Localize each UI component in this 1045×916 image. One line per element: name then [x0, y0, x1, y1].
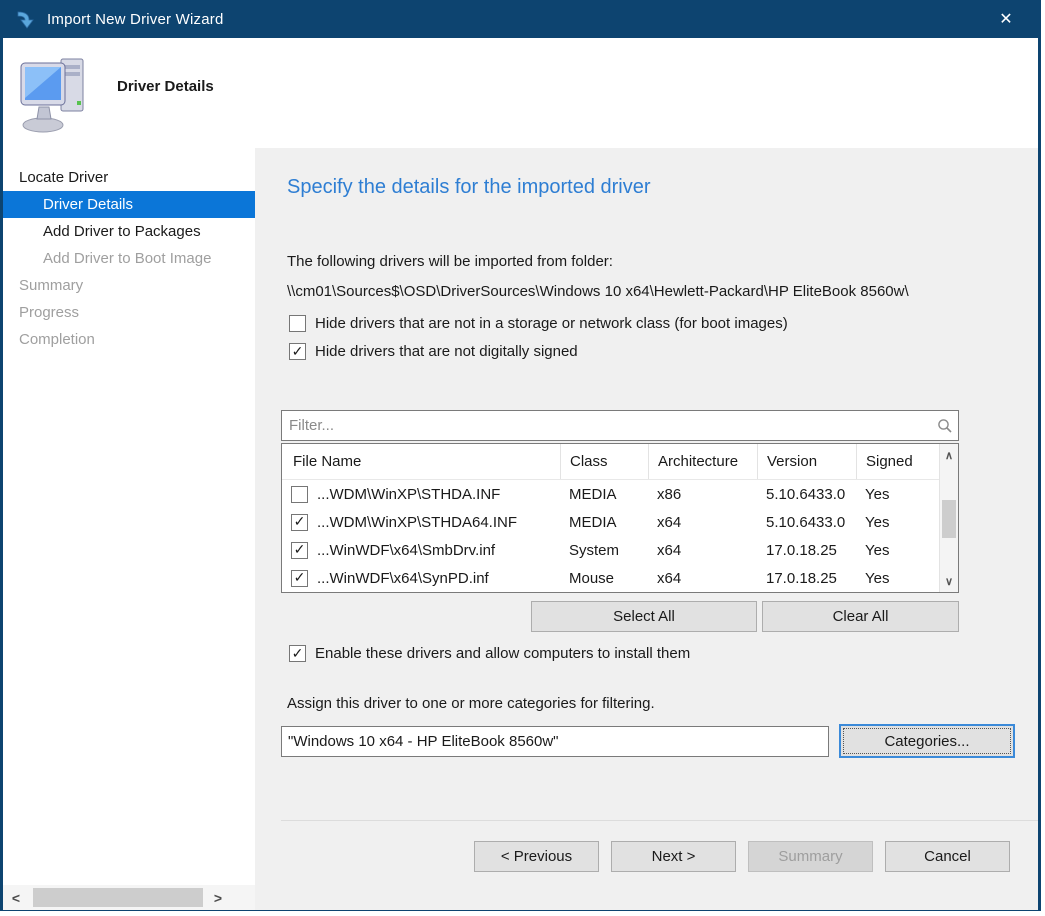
row-checkbox[interactable]	[291, 541, 308, 559]
search-icon	[932, 418, 958, 434]
column-header-file-name[interactable]: File Name	[293, 453, 362, 470]
driver-list-header: File Name Class Architecture Version Sig…	[282, 444, 939, 480]
cancel-button[interactable]: Cancel	[885, 841, 1010, 872]
hide-storage-network-checkbox-row[interactable]: Hide drivers that are not in a storage o…	[289, 315, 1038, 332]
class-cell: System	[569, 541, 620, 559]
scroll-down-icon[interactable]: ∨	[944, 575, 954, 588]
file-name-cell: ...WDM\WinXP\STHDA64.INF	[317, 513, 518, 531]
driver-details-panel: Specify the details for the imported dri…	[255, 148, 1038, 910]
previous-button[interactable]: < Previous	[474, 841, 599, 872]
sidebar-item-add-driver-to-boot-image: Add Driver to Boot Image	[43, 250, 212, 267]
hide-storage-network-checkbox[interactable]	[289, 315, 306, 332]
enable-drivers-checkbox-row[interactable]: Enable these drivers and allow computers…	[289, 645, 1038, 662]
assign-categories-label: Assign this driver to one or more catego…	[287, 695, 655, 712]
scrollbar-thumb[interactable]	[942, 500, 956, 538]
file-name-cell: ...WinWDF\x64\SmbDrv.inf	[317, 541, 496, 559]
signed-cell: Yes	[865, 569, 890, 587]
column-header-signed[interactable]: Signed	[856, 444, 939, 479]
scroll-right-icon[interactable]: >	[213, 889, 223, 906]
select-all-button[interactable]: Select All	[531, 601, 757, 632]
hide-unsigned-checkbox-row[interactable]: Hide drivers that are not digitally sign…	[289, 343, 1038, 360]
sidebar-item-summary: Summary	[19, 277, 84, 294]
window-title: Import New Driver Wizard	[47, 10, 224, 28]
hide-unsigned-label: Hide drivers that are not digitally sign…	[315, 343, 578, 360]
import-driver-wizard-icon	[17, 11, 34, 29]
sidebar-item-add-driver-to-packages[interactable]: Add Driver to Packages	[43, 223, 201, 240]
sidebar-horizontal-scrollbar[interactable]: < >	[3, 885, 255, 910]
categories-button[interactable]: Categories...	[839, 724, 1015, 758]
driver-row[interactable]: ...WinWDF\x64\SmbDrv.inf System x64 17.0…	[282, 536, 939, 564]
next-button[interactable]: Next >	[611, 841, 736, 872]
signed-cell: Yes	[865, 513, 890, 531]
driver-row[interactable]: ...WinWDF\x64\SynPD.inf Mouse x64 17.0.1…	[282, 564, 939, 592]
file-name-cell: ...WDM\WinXP\STHDA.INF	[317, 485, 501, 503]
import-folder-intro: The following drivers will be imported f…	[287, 253, 613, 270]
close-icon[interactable]: ✕	[999, 11, 1013, 28]
class-cell: Mouse	[569, 569, 615, 587]
scroll-up-icon[interactable]: ∧	[944, 449, 954, 462]
signed-cell: Yes	[865, 485, 890, 503]
architecture-cell: x64	[657, 541, 682, 559]
hide-storage-network-label: Hide drivers that are not in a storage o…	[315, 315, 788, 332]
summary-button: Summary	[748, 841, 873, 872]
row-checkbox[interactable]	[291, 485, 308, 503]
wizard-header: Driver Details	[3, 38, 1038, 148]
driver-filter-box	[281, 410, 959, 441]
sidebar-item-completion: Completion	[19, 331, 95, 348]
title-bar: Import New Driver Wizard ✕	[3, 0, 1038, 38]
architecture-cell: x64	[657, 569, 682, 587]
enable-drivers-label: Enable these drivers and allow computers…	[315, 645, 691, 662]
version-cell: 17.0.18.25	[766, 541, 837, 559]
wizard-step-sidebar: Locate Driver Driver Details Add Driver …	[3, 148, 255, 910]
class-cell: MEDIA	[569, 513, 617, 531]
hide-unsigned-checkbox[interactable]	[289, 343, 306, 360]
driver-row[interactable]: ...WDM\WinXP\STHDA.INF MEDIA x86 5.10.64…	[282, 480, 939, 508]
clear-all-button[interactable]: Clear All	[762, 601, 959, 632]
filter-input[interactable]	[282, 417, 932, 434]
category-input[interactable]	[281, 725, 829, 757]
column-header-architecture[interactable]: Architecture	[648, 444, 757, 479]
sidebar-item-progress: Progress	[19, 304, 80, 321]
wizard-footer: < Previous Next > Summary Cancel	[281, 820, 1038, 910]
content-heading: Specify the details for the imported dri…	[287, 176, 651, 198]
version-cell: 5.10.6433.0	[766, 513, 846, 531]
file-name-cell: ...WinWDF\x64\SynPD.inf	[317, 569, 489, 587]
column-header-version[interactable]: Version	[757, 444, 856, 479]
scroll-left-icon[interactable]: <	[11, 889, 21, 906]
architecture-cell: x86	[657, 485, 682, 503]
page-title: Driver Details	[117, 77, 214, 95]
driver-row[interactable]: ...WDM\WinXP\STHDA64.INF MEDIA x64 5.10.…	[282, 508, 939, 536]
sidebar-item-locate-driver[interactable]: Locate Driver	[19, 169, 109, 186]
row-checkbox[interactable]	[291, 513, 308, 531]
sidebar-item-driver-details[interactable]: Driver Details	[3, 191, 255, 218]
architecture-cell: x64	[657, 513, 682, 531]
driver-list: File Name Class Architecture Version Sig…	[281, 443, 959, 593]
enable-drivers-checkbox[interactable]	[289, 645, 306, 662]
class-cell: MEDIA	[569, 485, 617, 503]
driver-list-vertical-scrollbar[interactable]: ∧ ∨	[939, 444, 958, 592]
computer-icon	[20, 58, 84, 133]
row-checkbox[interactable]	[291, 569, 308, 587]
column-header-class[interactable]: Class	[560, 444, 648, 479]
scrollbar-thumb[interactable]	[33, 888, 203, 907]
version-cell: 5.10.6433.0	[766, 485, 846, 503]
version-cell: 17.0.18.25	[766, 569, 837, 587]
signed-cell: Yes	[865, 541, 890, 559]
import-folder-path: \\cm01\Sources$\OSD\DriverSources\Window…	[287, 283, 909, 300]
